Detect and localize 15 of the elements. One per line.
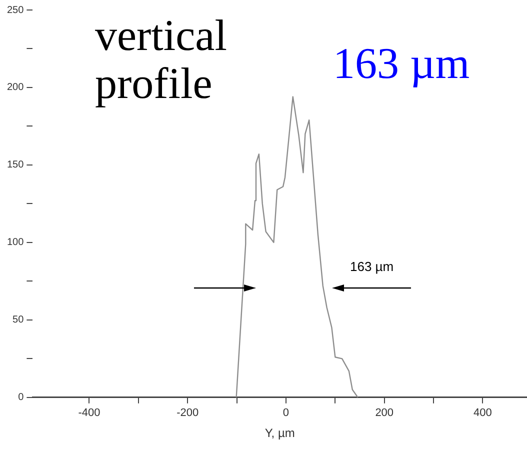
x-tick-label: 200: [375, 407, 394, 420]
y-tick-label: 150: [6, 160, 24, 171]
annotation: vertical profile: [95, 11, 228, 108]
x-axis-title: Y, µm: [264, 426, 295, 440]
y-tick-label: 0: [18, 392, 24, 404]
y-tick-label: 50: [12, 314, 24, 326]
annotation: 163 µm: [350, 259, 394, 274]
y-tick-label: 200: [6, 82, 24, 94]
y-tick-label: 250: [6, 4, 24, 16]
annotation: 163 µm: [333, 39, 470, 88]
x-tick-label: -200: [176, 407, 199, 420]
y-tick-label: 100: [6, 237, 24, 248]
x-tick-label: 0: [282, 407, 290, 420]
x-tick-label: -400: [78, 407, 100, 420]
x-tick-label: 400: [474, 407, 492, 420]
